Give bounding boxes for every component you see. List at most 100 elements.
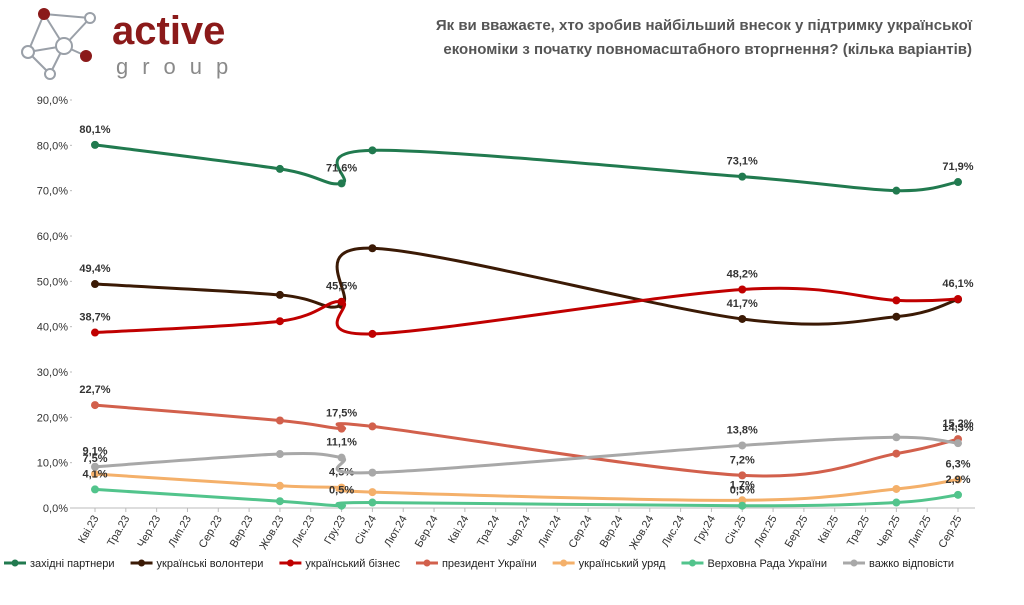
data-point bbox=[954, 295, 962, 304]
x-tick-label: Бер.24 bbox=[413, 514, 441, 550]
x-tick-label: Лис.23 bbox=[290, 514, 317, 550]
series-line bbox=[94, 143, 959, 193]
data-point bbox=[368, 146, 377, 155]
data-point bbox=[738, 441, 747, 450]
data-point bbox=[738, 285, 747, 294]
data-point bbox=[337, 453, 346, 462]
x-tick-label: Лис.24 bbox=[660, 514, 687, 550]
data-point bbox=[275, 317, 284, 326]
data-point bbox=[368, 422, 377, 431]
value-label: 1,7% bbox=[730, 479, 755, 491]
data-point bbox=[337, 297, 346, 306]
series-line bbox=[94, 403, 959, 478]
data-point bbox=[892, 186, 901, 195]
value-label: 17,5% bbox=[326, 408, 357, 420]
y-tick-label: 30,0% bbox=[37, 367, 68, 379]
data-point bbox=[954, 490, 962, 499]
x-tick-label: Сер.25 bbox=[936, 514, 964, 551]
legend-marker bbox=[560, 559, 568, 567]
x-tick-label: Січ.25 bbox=[723, 514, 749, 547]
y-tick-label: 20,0% bbox=[37, 412, 68, 424]
value-label: 11,1% bbox=[326, 437, 357, 449]
data-point bbox=[91, 485, 99, 494]
series-line bbox=[94, 286, 959, 336]
value-label: 6,3% bbox=[945, 458, 970, 470]
data-point bbox=[337, 424, 346, 433]
data-point bbox=[368, 329, 377, 338]
chart-title: економіки з початку повномасштабного вто… bbox=[443, 41, 972, 58]
data-point bbox=[275, 416, 284, 425]
value-label: 22,7% bbox=[79, 384, 110, 396]
x-tick-label: Січ.24 bbox=[353, 514, 379, 547]
y-tick-label: 80,0% bbox=[37, 140, 68, 152]
data-point bbox=[738, 314, 747, 323]
legend-marker bbox=[423, 559, 431, 567]
value-label: 0,5% bbox=[730, 485, 755, 497]
y-tick-label: 40,0% bbox=[37, 322, 68, 334]
x-tick-label: Чер.24 bbox=[505, 514, 533, 550]
x-tick-label: Лип.25 bbox=[906, 514, 934, 550]
data-point bbox=[91, 280, 99, 289]
data-point bbox=[738, 501, 747, 510]
value-label: 49,4% bbox=[79, 263, 110, 275]
value-label: 15,2% bbox=[942, 418, 973, 430]
legend-marker bbox=[138, 559, 146, 567]
x-tick-label: Сер.23 bbox=[197, 514, 225, 551]
legend-label: український уряд bbox=[579, 558, 666, 570]
legend-label: українські волонтери bbox=[157, 558, 264, 570]
data-point bbox=[275, 290, 284, 299]
x-tick-label: Тра.25 bbox=[845, 514, 872, 549]
value-label: 80,1% bbox=[79, 124, 110, 136]
data-point bbox=[91, 462, 99, 471]
data-point bbox=[91, 328, 99, 337]
series-line bbox=[94, 472, 959, 502]
x-tick-label: Чер.25 bbox=[875, 514, 903, 550]
x-tick-label: Бер.25 bbox=[783, 514, 811, 550]
legend-label: український бізнес bbox=[305, 558, 400, 570]
series-line bbox=[94, 435, 959, 475]
x-tick-label: Кві.23 bbox=[76, 514, 101, 546]
value-label: 14,3% bbox=[942, 422, 973, 434]
y-tick-label: 10,0% bbox=[37, 458, 68, 470]
legend-label: Верховна Рада України bbox=[707, 558, 827, 570]
x-tick-label: Тра.24 bbox=[475, 514, 502, 549]
x-tick-label: Кві.25 bbox=[816, 514, 841, 546]
x-tick-label: Лют.24 bbox=[382, 514, 410, 550]
legend-marker bbox=[850, 559, 858, 567]
data-point bbox=[892, 296, 901, 305]
y-tick-label: 50,0% bbox=[37, 276, 68, 288]
legend-marker bbox=[286, 559, 294, 567]
series-line bbox=[94, 487, 959, 508]
data-point bbox=[337, 179, 346, 188]
y-tick-label: 60,0% bbox=[37, 231, 68, 243]
data-point bbox=[738, 172, 747, 181]
x-tick-label: Лют.25 bbox=[752, 514, 780, 550]
value-label: 71,9% bbox=[942, 161, 973, 173]
data-point bbox=[368, 488, 377, 497]
value-label: 9,1% bbox=[82, 446, 107, 458]
data-point bbox=[275, 450, 284, 459]
brand-name: active bbox=[112, 9, 225, 53]
value-label: 71,6% bbox=[326, 162, 357, 174]
value-label: 38,7% bbox=[79, 312, 110, 324]
data-point bbox=[954, 475, 962, 484]
data-point bbox=[954, 439, 962, 448]
logo-icon bbox=[21, 8, 96, 80]
x-tick-label: Лип.24 bbox=[536, 514, 564, 550]
value-label: 7,5% bbox=[82, 453, 107, 465]
legend-label: президент України bbox=[442, 558, 537, 570]
data-point bbox=[275, 497, 284, 506]
x-tick-label: Вер.23 bbox=[228, 514, 256, 550]
series-line bbox=[94, 246, 959, 326]
data-point bbox=[337, 483, 346, 492]
data-point bbox=[738, 471, 747, 480]
x-tick-label: Сер.24 bbox=[567, 514, 595, 551]
data-point bbox=[892, 312, 901, 321]
data-point bbox=[275, 481, 284, 490]
x-tick-label: Лип.23 bbox=[166, 514, 194, 550]
value-label: 73,1% bbox=[727, 156, 758, 168]
data-point bbox=[954, 178, 962, 187]
data-point bbox=[368, 498, 377, 507]
data-point bbox=[337, 501, 346, 510]
